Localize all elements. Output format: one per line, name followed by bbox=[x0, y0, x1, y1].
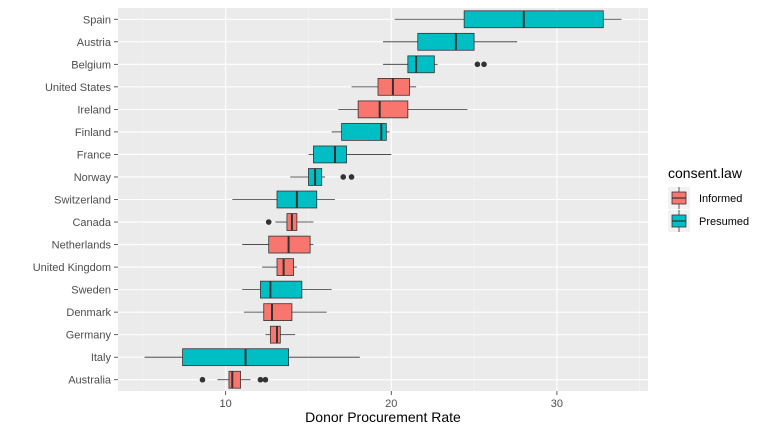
outlier-point bbox=[340, 174, 347, 180]
iqr-box bbox=[357, 100, 409, 119]
box-norway bbox=[290, 168, 355, 186]
legend-items: Informed Presumed bbox=[668, 187, 749, 232]
box-series bbox=[144, 10, 622, 389]
iqr-box bbox=[269, 325, 281, 344]
iqr-box bbox=[463, 10, 604, 29]
box-italy bbox=[144, 348, 360, 367]
y-axis: Spain Austria Belgium United States Ireland F… bbox=[33, 14, 118, 387]
box-spain bbox=[394, 10, 622, 29]
box-australia bbox=[199, 370, 269, 389]
y-tick-label: Netherlands bbox=[52, 240, 112, 252]
box-united-kingdom bbox=[262, 258, 297, 276]
x-axis-title: Donor Procurement Rate bbox=[305, 409, 461, 425]
y-tick-label: United States bbox=[45, 82, 112, 94]
legend-label: Presumed bbox=[699, 216, 749, 228]
outlier-point bbox=[199, 376, 206, 383]
x-tick-label: 20 bbox=[385, 398, 397, 410]
outlier-point bbox=[257, 376, 264, 383]
box-ireland bbox=[338, 100, 468, 119]
iqr-box bbox=[263, 303, 293, 321]
y-tick-label: Spain bbox=[83, 14, 111, 26]
box-switzerland bbox=[232, 190, 335, 209]
iqr-box bbox=[417, 32, 475, 51]
y-tick-label: Canada bbox=[72, 217, 111, 229]
x-tick-label: 30 bbox=[551, 398, 563, 410]
legend-title: consent.law bbox=[668, 165, 743, 181]
y-tick-label: Germany bbox=[66, 330, 112, 342]
iqr-box bbox=[313, 145, 347, 164]
legend-item-informed: Informed bbox=[668, 187, 742, 209]
box-netherlands bbox=[242, 235, 314, 254]
y-tick-label: Italy bbox=[91, 352, 112, 364]
y-tick-label: Belgium bbox=[71, 59, 111, 71]
y-tick-label: Sweden bbox=[71, 285, 111, 297]
legend-label: Informed bbox=[699, 193, 742, 205]
iqr-box bbox=[407, 55, 435, 74]
box-germany bbox=[265, 325, 296, 344]
outlier-point bbox=[474, 61, 481, 68]
iqr-box bbox=[182, 348, 289, 367]
box-canada bbox=[265, 213, 314, 231]
y-tick-label: Norway bbox=[74, 172, 112, 184]
iqr-box bbox=[260, 280, 303, 299]
box-belgium bbox=[383, 55, 487, 74]
y-tick-label: Finland bbox=[75, 127, 111, 139]
x-tick-label: 10 bbox=[220, 398, 232, 410]
outlier-point bbox=[265, 219, 272, 225]
y-tick-label: Ireland bbox=[77, 104, 111, 116]
outlier-point bbox=[348, 174, 355, 180]
y-tick-label: United Kingdom bbox=[33, 262, 111, 274]
iqr-box bbox=[228, 370, 241, 389]
legend-item-presumed: Presumed bbox=[668, 210, 749, 232]
y-tick-label: Austria bbox=[77, 37, 112, 49]
box-austria bbox=[383, 32, 518, 51]
iqr-box bbox=[276, 258, 294, 276]
y-tick-label: Denmark bbox=[66, 307, 111, 319]
legend: consent.law Informed Presumed bbox=[668, 165, 749, 232]
outlier-point bbox=[481, 61, 487, 68]
box-france bbox=[308, 145, 392, 164]
box-united-states bbox=[351, 78, 417, 96]
y-tick-label: France bbox=[77, 149, 111, 161]
iqr-box bbox=[341, 123, 387, 141]
y-tick-label: Switzerland bbox=[54, 195, 111, 207]
x-axis: 10 20 30 bbox=[220, 391, 563, 410]
box-sweden bbox=[242, 280, 332, 299]
box-denmark bbox=[243, 303, 327, 321]
outlier-point bbox=[262, 376, 269, 383]
box-finland bbox=[331, 123, 390, 141]
y-tick-label: Australia bbox=[68, 375, 112, 387]
